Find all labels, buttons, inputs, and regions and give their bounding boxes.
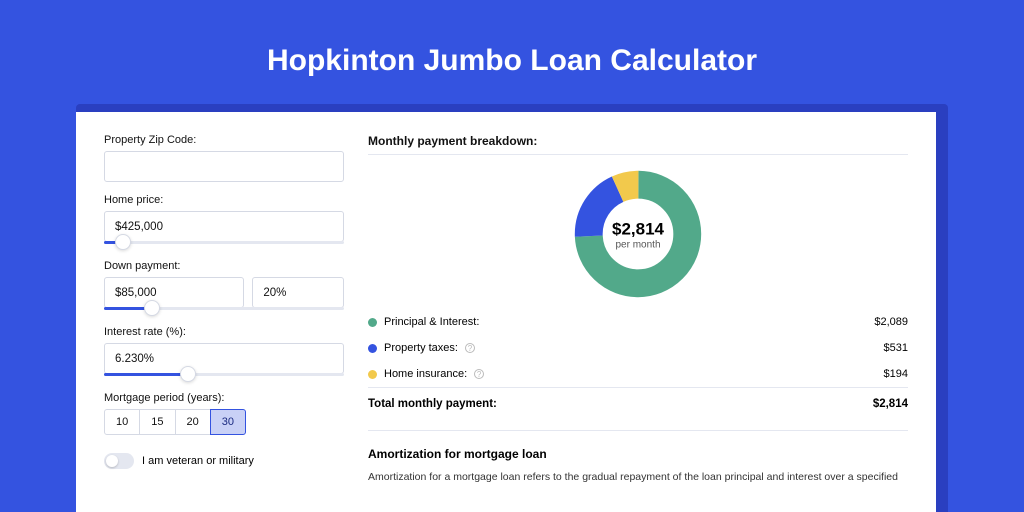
zip-input[interactable] — [104, 151, 344, 182]
down-payment-field: Down payment: — [104, 260, 344, 310]
breakdown-row: Property taxes:? $531 — [368, 335, 908, 361]
donut-chart: $2,814 per month — [368, 161, 908, 309]
amortization-title: Amortization for mortgage loan — [368, 447, 908, 461]
breakdown-rows: Principal & Interest: $2,089 Property taxe… — [368, 309, 908, 387]
breakdown-title: Monthly payment breakdown: — [368, 134, 908, 148]
period-button-30[interactable]: 30 — [210, 409, 246, 435]
slider-thumb[interactable] — [144, 300, 160, 316]
calculator-card: Property Zip Code: Home price: Down paym… — [76, 112, 936, 512]
veteran-label: I am veteran or military — [142, 455, 254, 467]
interest-input[interactable] — [104, 343, 344, 374]
donut-center: $2,814 per month — [612, 220, 664, 251]
toggle-dot — [106, 455, 118, 467]
donut-sub: per month — [612, 240, 664, 251]
slider-thumb[interactable] — [180, 366, 196, 382]
amortization-text: Amortization for a mortgage loan refers … — [368, 470, 908, 486]
info-icon[interactable]: ? — [465, 343, 475, 353]
period-label: Mortgage period (years): — [104, 392, 344, 404]
breakdown-label: Principal & Interest: — [384, 316, 479, 328]
period-options: 10152030 — [104, 409, 344, 435]
breakdown-value: $2,089 — [874, 316, 908, 328]
home-price-field: Home price: — [104, 194, 344, 244]
total-value: $2,814 — [873, 398, 908, 410]
legend-dot — [368, 318, 377, 327]
down-payment-input[interactable] — [104, 277, 244, 308]
down-payment-label: Down payment: — [104, 260, 344, 272]
home-price-label: Home price: — [104, 194, 344, 206]
down-payment-pct-input[interactable] — [252, 277, 344, 308]
amortization-section: Amortization for mortgage loan Amortizat… — [368, 430, 908, 486]
home-price-slider[interactable] — [104, 241, 344, 244]
veteran-toggle[interactable] — [104, 453, 134, 469]
breakdown-value: $194 — [884, 368, 908, 380]
breakdown-value: $531 — [884, 342, 908, 354]
breakdown-row: Home insurance:? $194 — [368, 361, 908, 387]
breakdown-row: Principal & Interest: $2,089 — [368, 309, 908, 335]
slider-thumb[interactable] — [115, 234, 131, 250]
breakdown-label: Property taxes: — [384, 342, 458, 354]
info-icon[interactable]: ? — [474, 369, 484, 379]
period-button-10[interactable]: 10 — [104, 409, 140, 435]
zip-label: Property Zip Code: — [104, 134, 344, 146]
interest-slider[interactable] — [104, 373, 344, 376]
page-title: Hopkinton Jumbo Loan Calculator — [0, 44, 1024, 78]
interest-field: Interest rate (%): — [104, 326, 344, 376]
donut-amount: $2,814 — [612, 220, 664, 240]
divider — [368, 154, 908, 155]
interest-label: Interest rate (%): — [104, 326, 344, 338]
total-label: Total monthly payment: — [368, 398, 497, 410]
card-shadow: Property Zip Code: Home price: Down paym… — [76, 104, 948, 512]
period-field: Mortgage period (years): 10152030 — [104, 392, 344, 435]
home-price-input[interactable] — [104, 211, 344, 242]
veteran-row: I am veteran or military — [104, 453, 344, 469]
total-row: Total monthly payment: $2,814 — [368, 387, 908, 420]
form-panel: Property Zip Code: Home price: Down paym… — [104, 134, 344, 512]
down-payment-slider[interactable] — [104, 307, 344, 310]
breakdown-label: Home insurance: — [384, 368, 467, 380]
legend-dot — [368, 344, 377, 353]
breakdown-panel: Monthly payment breakdown: $2,814 per mo… — [368, 134, 908, 512]
zip-field: Property Zip Code: — [104, 134, 344, 182]
period-button-15[interactable]: 15 — [139, 409, 175, 435]
period-button-20[interactable]: 20 — [175, 409, 211, 435]
legend-dot — [368, 370, 377, 379]
